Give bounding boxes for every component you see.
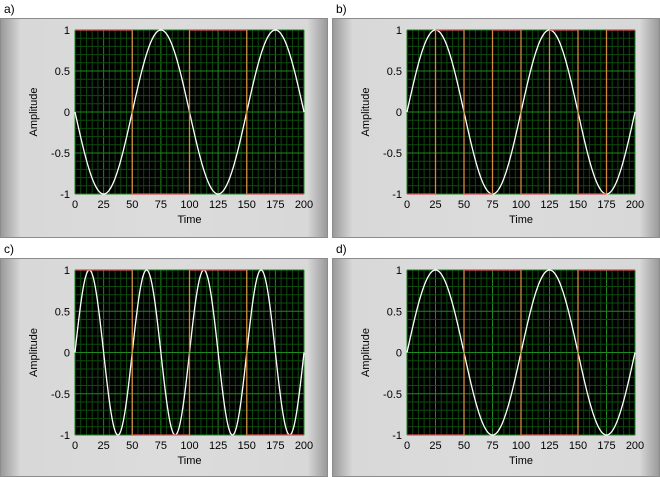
grid-d: [406, 269, 636, 436]
square-wave-series-a: [75, 29, 304, 195]
square-wave-series-b: [407, 29, 635, 195]
x-axis-title: Time: [177, 214, 201, 226]
x-tick-label: 75: [155, 199, 167, 211]
x-tick-label: 0: [72, 199, 78, 211]
x-tick-label: 150: [569, 199, 587, 211]
y-tick-label: 0: [64, 348, 70, 360]
x-tick-label: 0: [404, 440, 410, 452]
y-tick-label: 0: [64, 107, 70, 119]
x-tick-label: 150: [569, 440, 587, 452]
x-tick-label: 175: [597, 199, 615, 211]
x-tick-label: 200: [295, 440, 313, 452]
y-tick-label: -0.5: [383, 389, 402, 401]
y-tick-label: 0.5: [55, 306, 70, 318]
x-tick-label: 75: [486, 440, 498, 452]
y-tick-label: -0.5: [51, 148, 70, 160]
x-tick-label: 175: [266, 199, 284, 211]
x-tick-label: 100: [512, 440, 530, 452]
x-tick-label: 200: [626, 199, 644, 211]
x-axis-title: Time: [509, 455, 533, 467]
panel-label-a: a): [4, 2, 15, 16]
y-tick-label: -1: [60, 430, 70, 442]
x-tick-label: 200: [295, 199, 313, 211]
x-tick-label: 125: [209, 440, 227, 452]
y-tick-label: 0: [396, 348, 402, 360]
x-tick-label: 100: [512, 199, 530, 211]
square-wave-series-c: [75, 269, 304, 436]
x-tick-label: 25: [98, 440, 110, 452]
x-axis-title: Time: [509, 214, 533, 226]
y-tick-label: 0: [396, 107, 402, 119]
y-tick-label: -1: [392, 189, 402, 201]
y-tick-label: 1: [64, 25, 70, 37]
x-axis-title: Time: [177, 455, 201, 467]
x-tick-label: 150: [238, 440, 256, 452]
x-tick-label: 0: [404, 199, 410, 211]
x-tick-label: 100: [180, 199, 198, 211]
x-tick-label: 75: [486, 199, 498, 211]
x-tick-label: 175: [266, 440, 284, 452]
y-tick-label: 1: [396, 25, 402, 37]
x-tick-label: 50: [458, 440, 470, 452]
x-tick-label: 125: [540, 440, 558, 452]
y-tick-label: -0.5: [51, 389, 70, 401]
y-tick-label: 1: [396, 265, 402, 277]
x-tick-label: 0: [72, 440, 78, 452]
panel-label-d: d): [336, 242, 347, 256]
panel-label-b: b): [336, 2, 347, 16]
x-tick-label: 25: [98, 199, 110, 211]
y-tick-label: -0.5: [383, 148, 402, 160]
x-tick-label: 75: [155, 440, 167, 452]
y-tick-label: -1: [60, 189, 70, 201]
y-axis-title: Amplitude: [360, 88, 372, 137]
x-tick-label: 125: [540, 199, 558, 211]
x-tick-label: 100: [180, 440, 198, 452]
x-tick-label: 50: [458, 199, 470, 211]
y-tick-label: 0.5: [387, 306, 402, 318]
square-wave-series-d: [407, 269, 635, 436]
y-tick-label: 0.5: [387, 66, 402, 78]
x-tick-label: 175: [597, 440, 615, 452]
x-tick-label: 25: [429, 199, 441, 211]
x-tick-label: 125: [209, 199, 227, 211]
y-tick-label: -1: [392, 430, 402, 442]
x-tick-label: 25: [429, 440, 441, 452]
y-axis-title: Amplitude: [28, 88, 40, 137]
y-axis-title: Amplitude: [28, 328, 40, 377]
y-tick-label: 1: [64, 265, 70, 277]
x-tick-label: 50: [126, 440, 138, 452]
y-axis-title: Amplitude: [360, 328, 372, 377]
x-tick-label: 50: [126, 199, 138, 211]
y-tick-label: 0.5: [55, 66, 70, 78]
x-tick-label: 150: [238, 199, 256, 211]
panel-label-c: c): [4, 242, 14, 256]
x-tick-label: 200: [626, 440, 644, 452]
